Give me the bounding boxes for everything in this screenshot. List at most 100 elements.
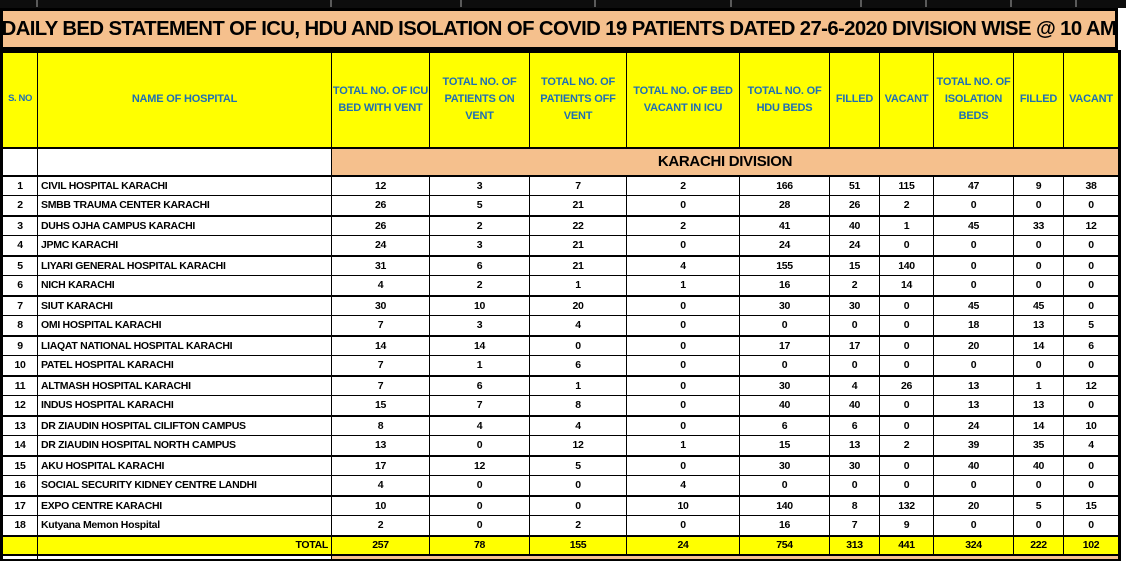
hdu-vacant-cell[interactable]: 26 [879,374,934,396]
icu-bed-with-vent-cell[interactable]: 7 [331,374,430,396]
bed-vacant-in-icu-cell[interactable]: 0 [626,454,740,476]
col-header-hdu-filled[interactable]: FILLED [829,51,880,149]
hospital-name-cell[interactable]: LIYARI GENERAL HOSPITAL KARACHI [37,254,332,276]
row-serial-number[interactable]: 11 [1,374,38,396]
bed-vacant-in-icu-cell[interactable]: 0 [626,414,740,436]
hdu-vacant-cell[interactable]: 0 [879,334,934,356]
isolation-filled-cell[interactable]: 0 [1013,275,1064,296]
col-header-hospital-name[interactable]: NAME OF HOSPITAL [37,51,332,149]
isolation-filled-cell[interactable]: 45 [1013,294,1064,316]
hdu-beds-cell[interactable]: 16 [739,275,830,296]
hdu-beds-cell[interactable]: 40 [739,395,830,416]
isolation-vacant-cell[interactable]: 0 [1063,395,1120,416]
patients-on-vent-cell[interactable]: 3 [429,315,530,336]
patients-off-vent-cell[interactable]: 12 [529,435,627,456]
hdu-filled-cell[interactable]: 4 [829,374,880,396]
isolation-filled-cell[interactable]: 0 [1013,195,1064,216]
isolation-filled-cell[interactable]: 0 [1013,235,1064,256]
isolation-vacant-cell[interactable]: 0 [1063,515,1120,536]
hdu-beds-cell[interactable]: 0 [739,355,830,376]
patients-off-vent-cell[interactable]: 4 [529,315,627,336]
patients-on-vent-cell[interactable]: 3 [429,235,530,256]
bed-vacant-in-icu-cell[interactable]: 1 [626,275,740,296]
isolation-filled-cell[interactable]: 5 [1013,494,1064,516]
total-value-cell[interactable]: 24 [626,534,740,556]
isolation-vacant-cell[interactable]: 12 [1063,214,1120,236]
patients-on-vent-cell[interactable]: 2 [429,275,530,296]
patients-on-vent-cell[interactable]: 0 [429,475,530,496]
hdu-beds-cell[interactable]: 0 [739,315,830,336]
hdu-vacant-cell[interactable]: 2 [879,195,934,216]
icu-bed-with-vent-cell[interactable]: 17 [331,454,430,476]
patients-on-vent-cell[interactable]: 7 [429,395,530,416]
patients-off-vent-cell[interactable]: 22 [529,214,627,236]
icu-bed-with-vent-cell[interactable]: 7 [331,355,430,376]
hdu-filled-cell[interactable]: 0 [829,315,880,336]
bed-vacant-in-icu-cell[interactable]: 4 [626,254,740,276]
hdu-vacant-cell[interactable]: 0 [879,235,934,256]
hdu-vacant-cell[interactable]: 0 [879,414,934,436]
total-value-cell[interactable]: 313 [829,534,880,556]
hdu-beds-cell[interactable]: 16 [739,515,830,536]
patients-off-vent-cell[interactable]: 2 [529,515,627,536]
hdu-filled-cell[interactable]: 26 [829,195,880,216]
bed-vacant-in-icu-cell[interactable]: 0 [626,395,740,416]
isolation-beds-cell[interactable]: 0 [933,275,1014,296]
total-value-cell[interactable]: 78 [429,534,530,556]
hdu-filled-cell[interactable]: 13 [829,435,880,456]
isolation-beds-cell[interactable]: 18 [933,315,1014,336]
isolation-beds-cell[interactable]: 40 [933,454,1014,476]
hdu-beds-cell[interactable]: 155 [739,254,830,276]
isolation-vacant-cell[interactable]: 15 [1063,494,1120,516]
row-serial-number[interactable]: 1 [1,174,38,196]
patients-off-vent-cell[interactable]: 1 [529,374,627,396]
isolation-beds-cell[interactable]: 45 [933,294,1014,316]
hdu-filled-cell[interactable]: 8 [829,494,880,516]
isolation-filled-cell[interactable]: 0 [1013,355,1064,376]
isolation-vacant-cell[interactable]: 0 [1063,254,1120,276]
patients-on-vent-cell[interactable]: 4 [429,414,530,436]
row-serial-number[interactable]: 16 [1,475,38,496]
col-header-hdu-beds[interactable]: TOTAL NO. OF HDU BEDS [739,51,830,149]
hospital-name-cell[interactable]: ALTMASH HOSPITAL KARACHI [37,374,332,396]
row-serial-number[interactable]: 5 [1,254,38,276]
bed-vacant-in-icu-cell[interactable]: 0 [626,355,740,376]
icu-bed-with-vent-cell[interactable]: 8 [331,414,430,436]
hospital-name-cell[interactable]: DR ZIAUDIN HOSPITAL CILIFTON CAMPUS [37,414,332,436]
isolation-filled-cell[interactable]: 13 [1013,315,1064,336]
patients-on-vent-cell[interactable]: 5 [429,195,530,216]
hdu-vacant-cell[interactable]: 0 [879,454,934,476]
isolation-beds-cell[interactable]: 0 [933,355,1014,376]
row-serial-number[interactable]: 6 [1,275,38,296]
isolation-vacant-cell[interactable]: 5 [1063,315,1120,336]
patients-on-vent-cell[interactable]: 0 [429,515,530,536]
isolation-vacant-cell[interactable]: 0 [1063,475,1120,496]
hdu-filled-cell[interactable]: 24 [829,235,880,256]
row-serial-number[interactable]: 8 [1,315,38,336]
isolation-beds-cell[interactable]: 20 [933,334,1014,356]
col-header-patients-on-vent[interactable]: TOTAL NO. OF PATIENTS ON VENT [429,51,530,149]
hospital-name-cell[interactable]: DUHS OJHA CAMPUS KARACHI [37,214,332,236]
row-serial-number[interactable]: 18 [1,515,38,536]
col-header-bed-vacant-in-icu[interactable]: TOTAL NO. OF BED VACANT IN ICU [626,51,740,149]
hdu-vacant-cell[interactable]: 1 [879,214,934,236]
patients-off-vent-cell[interactable]: 8 [529,395,627,416]
hospital-name-cell[interactable]: AKU HOSPITAL KARACHI [37,454,332,476]
row-serial-number[interactable]: 12 [1,395,38,416]
patients-on-vent-cell[interactable]: 6 [429,374,530,396]
hdu-vacant-cell[interactable]: 14 [879,275,934,296]
hospital-name-cell[interactable]: OMI HOSPITAL KARACHI [37,315,332,336]
hdu-vacant-cell[interactable]: 132 [879,494,934,516]
hdu-filled-cell[interactable]: 30 [829,454,880,476]
bed-vacant-in-icu-cell[interactable]: 0 [626,294,740,316]
isolation-beds-cell[interactable]: 0 [933,515,1014,536]
isolation-vacant-cell[interactable]: 0 [1063,235,1120,256]
patients-on-vent-cell[interactable]: 10 [429,294,530,316]
icu-bed-with-vent-cell[interactable]: 12 [331,174,430,196]
isolation-beds-cell[interactable]: 13 [933,395,1014,416]
isolation-beds-cell[interactable]: 20 [933,494,1014,516]
icu-bed-with-vent-cell[interactable]: 4 [331,475,430,496]
row-serial-number[interactable]: 10 [1,355,38,376]
hospital-name-cell[interactable]: NICH KARACHI [37,275,332,296]
bed-vacant-in-icu-cell[interactable]: 0 [626,315,740,336]
